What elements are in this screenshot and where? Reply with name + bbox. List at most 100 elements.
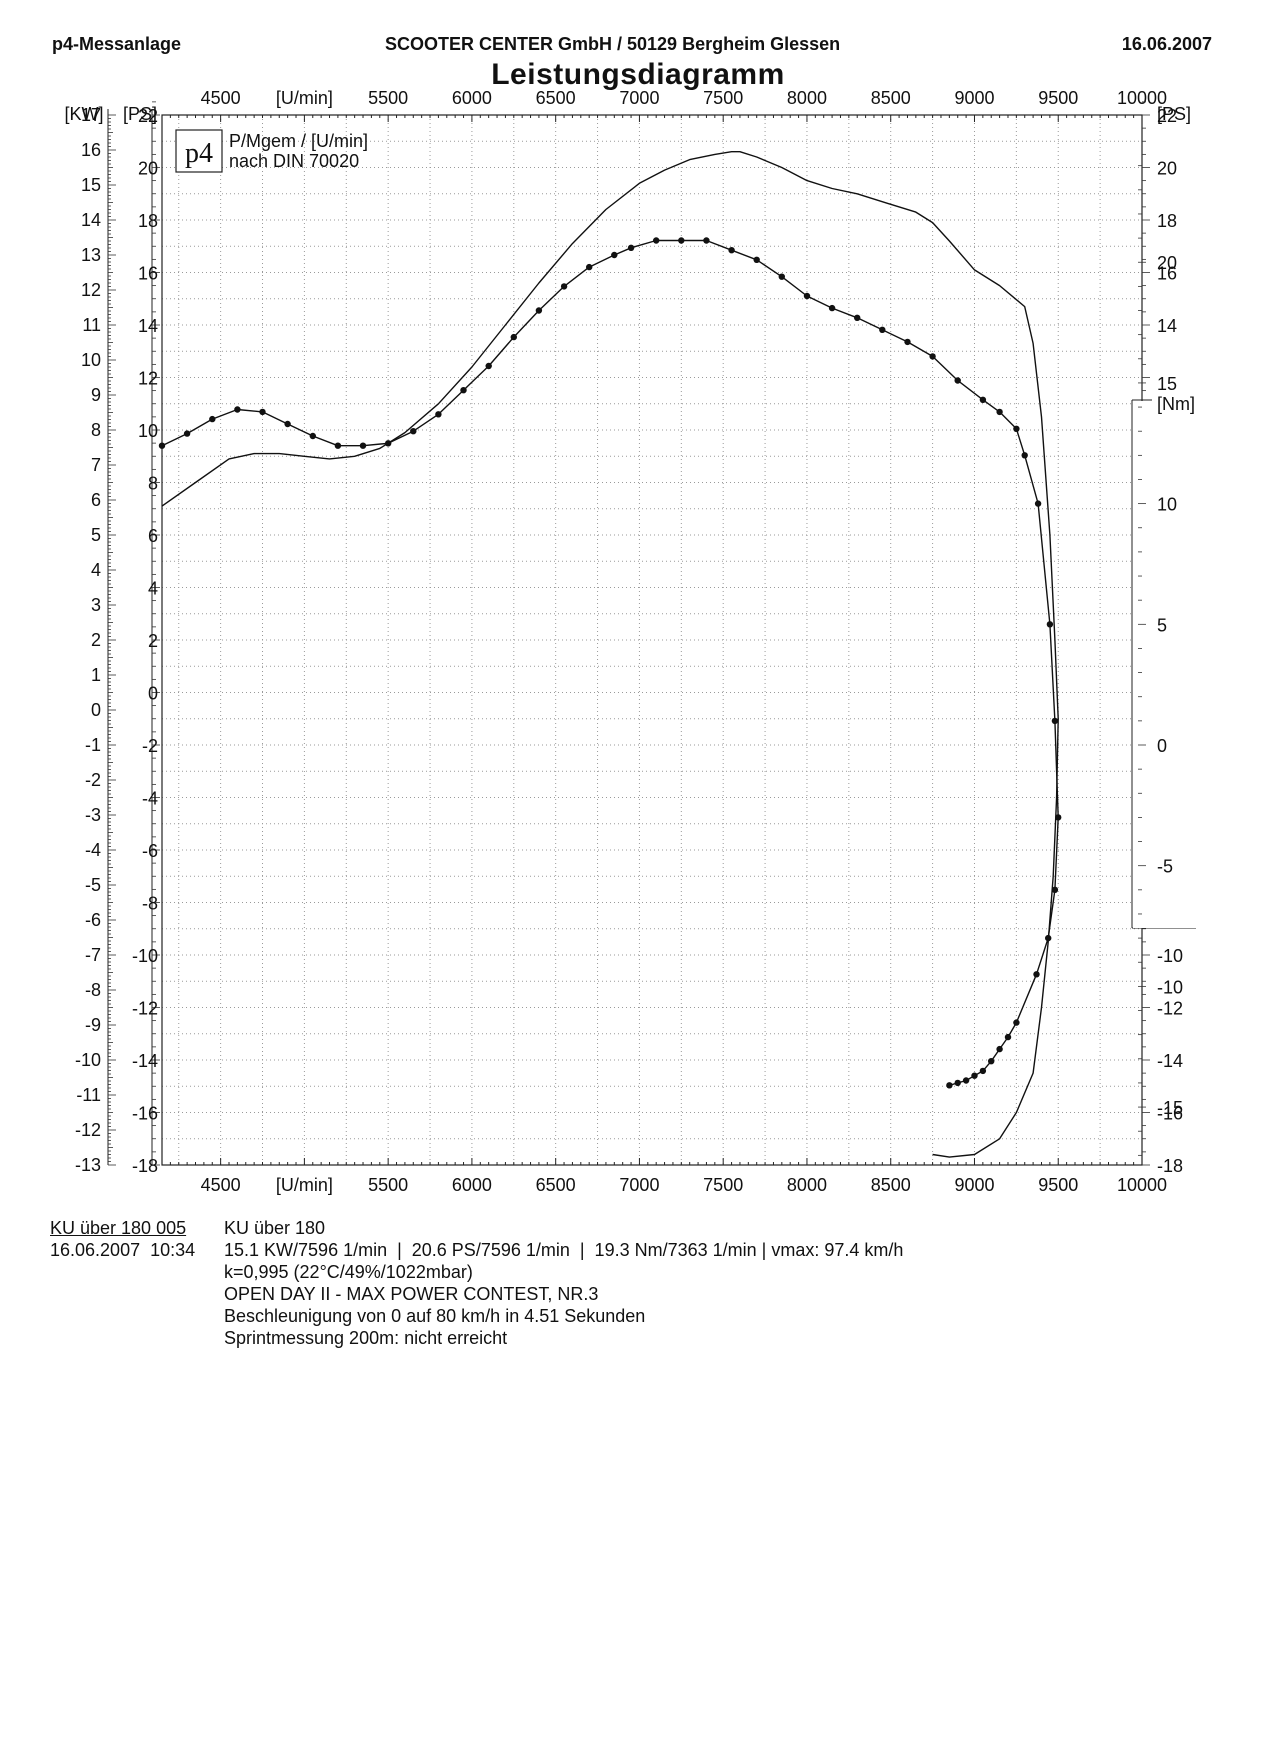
torque-point [996, 408, 1003, 416]
correction-line: k=0,995 (22°C/49%/1022mbar) [224, 1262, 473, 1282]
legend: p4 P/Mgem / [U/min]nach DIN 70020 [175, 129, 368, 173]
kw-tick-label: 15 [81, 175, 101, 195]
plot-frame [161, 114, 1143, 1166]
kw-tick-label: 10 [81, 350, 101, 370]
ps-tick-label: 16 [138, 264, 158, 284]
ps-right-tick-label: 20 [1157, 159, 1177, 179]
power-curve [161, 150, 1059, 1158]
torque-point [510, 333, 517, 341]
x-tick-label-top: 7500 [703, 88, 743, 108]
torque-point [954, 377, 961, 384]
x-tick-label-bottom: 10000 [1117, 1175, 1167, 1195]
torque-point [653, 237, 660, 244]
legend-line-2: nach DIN 70020 [229, 151, 359, 171]
accel-line: Beschleunigung von 0 auf 80 km/h in 4.51… [224, 1306, 646, 1326]
ps-tick-label: 4 [148, 579, 158, 599]
torque-point [879, 326, 886, 333]
kw-tick-label: 14 [81, 210, 101, 230]
torque-point [385, 440, 392, 447]
legend-line-1: P/Mgem / [U/min] [229, 131, 368, 151]
run-title: KU über 180 [224, 1218, 326, 1238]
torque-point [410, 428, 417, 435]
torque-point [1013, 425, 1020, 432]
nm-tick-label: 15 [1157, 374, 1177, 394]
x-tick-label-bottom: 8000 [787, 1175, 827, 1195]
x-tick-label-top: 9000 [954, 88, 994, 108]
ps-tick-label: 12 [138, 369, 158, 389]
torque-point [703, 237, 710, 244]
torque-curve [161, 239, 1059, 1086]
torque-point [209, 415, 216, 423]
kw-tick-label: -5 [85, 875, 101, 895]
torque-point [778, 273, 785, 280]
nm-tick-label: 20 [1157, 253, 1177, 273]
chart-title: Leistungsdiagramm [491, 58, 785, 91]
nm-tick-label: -5 [1157, 857, 1173, 877]
kw-tick-label: -12 [75, 1120, 101, 1140]
torque-point [1021, 452, 1028, 459]
ps-tick-label: -12 [132, 999, 158, 1019]
x-tick-label-top: 7000 [619, 88, 659, 108]
torque-point [284, 420, 291, 428]
torque-point [678, 237, 685, 244]
header-left: p4-Messanlage [52, 34, 182, 54]
torque-point [183, 430, 191, 437]
kw-tick-label: 1 [91, 665, 101, 685]
x-axis-label-bottom: [U/min] [276, 1175, 333, 1195]
kw-tick-label: -6 [85, 910, 101, 930]
ps-right-tick-label: -16 [1157, 1104, 1183, 1124]
kw-tick-label: 8 [91, 420, 101, 440]
torque-point [460, 387, 467, 394]
kw-tick-label: -4 [85, 840, 101, 860]
x-tick-label-top: 6500 [536, 88, 576, 108]
grid [162, 114, 1142, 1165]
x-tick-label-top: 6000 [452, 88, 492, 108]
ps-tick-label: -2 [142, 736, 158, 756]
torque-point [996, 1045, 1003, 1053]
ps-tick-label: -16 [132, 1104, 158, 1124]
ps-axis-label: [PS] [123, 104, 157, 124]
torque-point [1034, 500, 1042, 507]
torque-point [560, 283, 568, 290]
kw-tick-label: -11 [76, 1085, 101, 1105]
ps-right-tick-label: -10 [1157, 946, 1183, 966]
kw-tick-label: 9 [91, 385, 101, 405]
torque-point [1033, 971, 1040, 978]
kw-tick-label: 6 [91, 490, 101, 510]
torque-point [1046, 621, 1054, 628]
x-tick-label-bottom: 9500 [1038, 1175, 1078, 1195]
nm-axis-label: [Nm] [1157, 394, 1195, 414]
ps-tick-label: 6 [148, 526, 158, 546]
kw-tick-label: 7 [91, 455, 101, 475]
torque-point [485, 362, 492, 370]
ps-tick-label: 20 [138, 159, 158, 179]
x-tick-label-bottom: 5500 [368, 1175, 408, 1195]
torque-point [535, 307, 543, 314]
x-tick-label-top: 4500 [201, 88, 241, 108]
kw-tick-label: -9 [85, 1015, 101, 1035]
ps-right-tick-label: 22 [1157, 106, 1177, 126]
ps-tick-label: 14 [138, 316, 158, 336]
nm-axis-bg [1133, 401, 1197, 928]
kw-tick-label: -1 [85, 735, 101, 755]
kw-tick-label: -8 [85, 980, 101, 1000]
x-tick-label-bottom: 8500 [871, 1175, 911, 1195]
ps-tick-label: -8 [142, 894, 158, 914]
kw-tick-label: -2 [85, 770, 101, 790]
torque-point [1013, 1019, 1020, 1026]
ps-tick-label: 2 [148, 631, 158, 651]
ps-tick-label: -6 [142, 841, 158, 861]
torque-point [586, 263, 593, 271]
ps-right-tick-label: -14 [1157, 1051, 1183, 1071]
kw-tick-label: 17 [81, 105, 101, 125]
torque-point [803, 292, 811, 300]
kw-tick-label: -10 [75, 1050, 101, 1070]
header-center: SCOOTER CENTER GmbH / 50129 Bergheim Gle… [385, 34, 841, 54]
torque-point [988, 1058, 995, 1065]
ps-tick-label: -4 [142, 789, 158, 809]
ps-right-tick-label: -18 [1157, 1156, 1183, 1176]
torque-point [435, 411, 442, 418]
torque-point [954, 1079, 961, 1087]
torque-point [904, 338, 911, 346]
x-tick-label-bottom: 7000 [619, 1175, 659, 1195]
